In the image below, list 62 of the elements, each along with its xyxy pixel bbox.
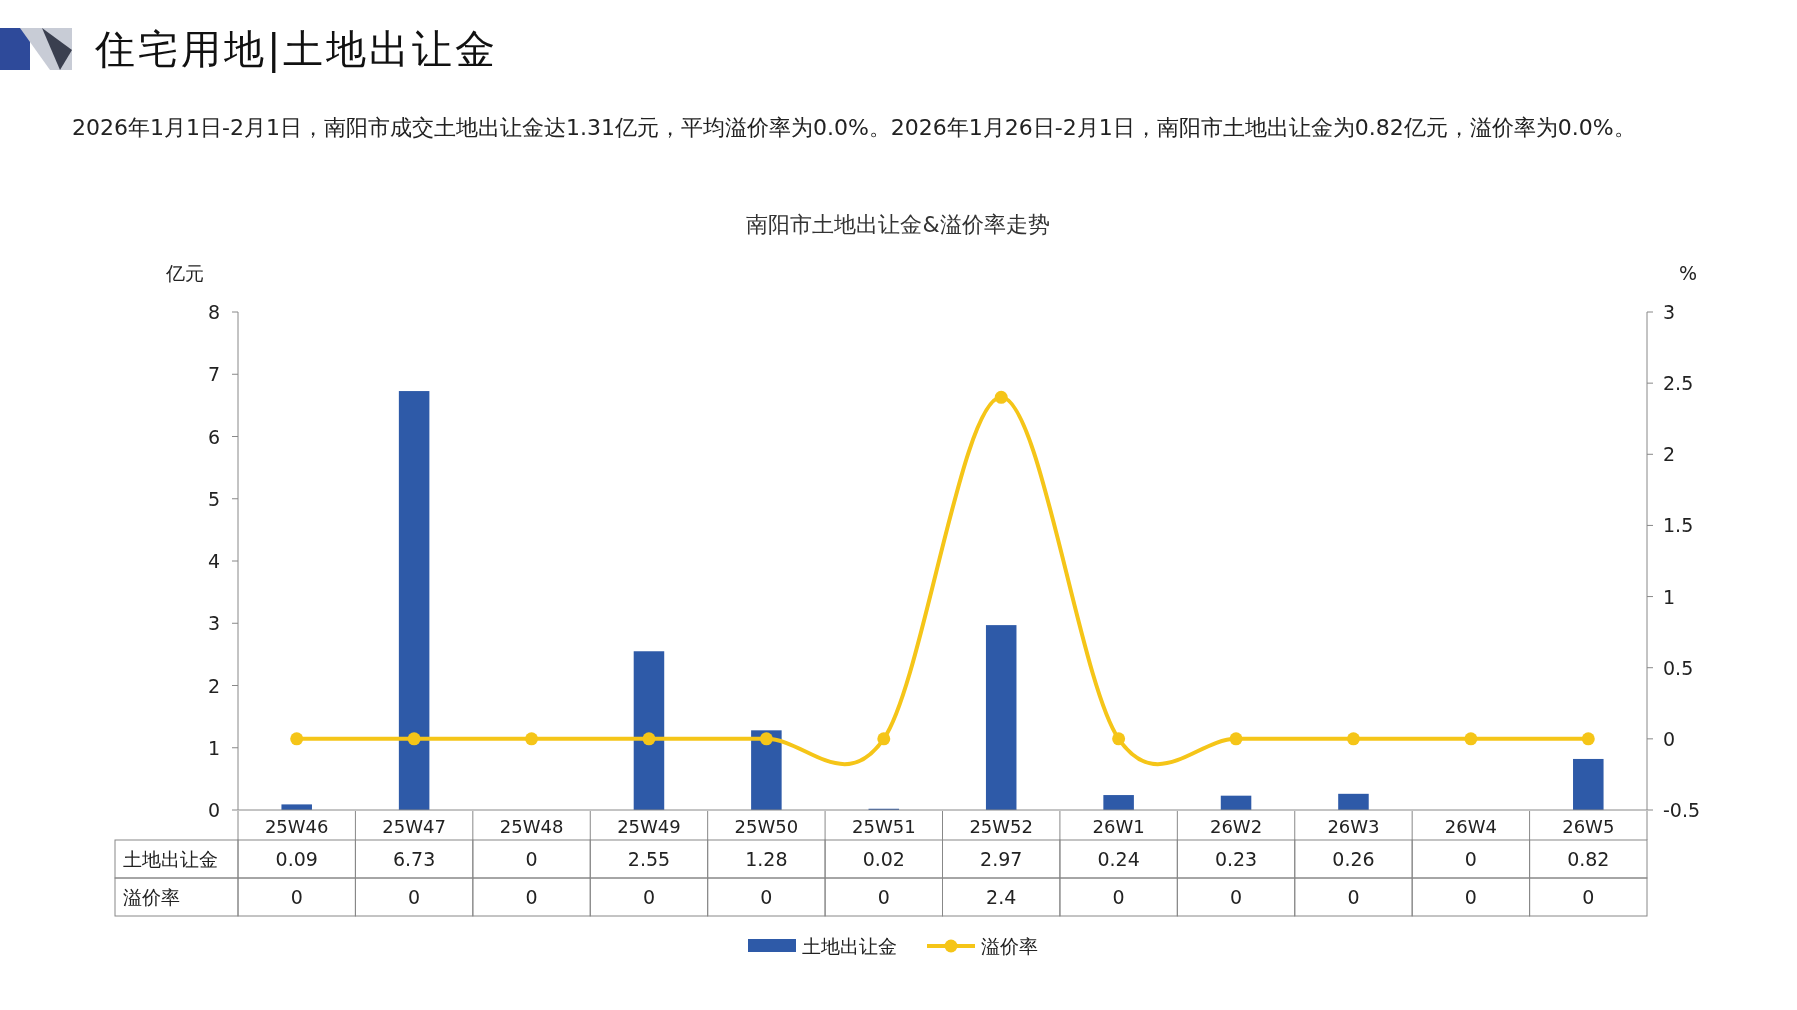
y2-tick-label: 2.5: [1663, 372, 1694, 395]
x-tick-label: 25W47: [382, 816, 446, 837]
data-label: 0: [1347, 886, 1360, 908]
data-label: 0: [760, 886, 773, 908]
chart-title: 住宅用地|土地出让金: [95, 25, 499, 75]
y-tick-label: 3: [207, 612, 220, 635]
data-label: 2.97: [980, 848, 1023, 870]
x-tick-label: 26W3: [1327, 816, 1380, 837]
legend-label: 土地出让金: [802, 935, 897, 957]
y2-tick-label: 1: [1663, 585, 1676, 608]
y2-axis-title: %: [1678, 262, 1698, 284]
data-label: 0: [408, 886, 421, 908]
y2-tick-label: 2: [1663, 443, 1676, 466]
y-tick-label: 6: [207, 425, 220, 448]
data-label: 0: [877, 886, 890, 908]
y-tick-label: 2: [207, 674, 220, 697]
y2-tick-label: 1.5: [1663, 514, 1694, 537]
y-tick-label: 0: [207, 799, 220, 821]
x-tick-label: 26W2: [1209, 816, 1263, 837]
data-label: 0: [525, 848, 538, 870]
y2-tick-label: -0.5: [1663, 799, 1701, 821]
text: 土地出让金: [123, 848, 218, 870]
y2-tick-label: 0.5: [1663, 656, 1694, 679]
data-label: 0.23: [1214, 848, 1258, 870]
x-tick-label: 26W5: [1562, 816, 1615, 837]
x-tick-label: 26W1: [1092, 816, 1145, 837]
text: 溢价率: [123, 886, 180, 908]
data-label: 2.55: [627, 848, 671, 870]
y-axis-title: 亿元: [165, 262, 204, 284]
text: 南阳市土地出让金&溢价率走势: [746, 212, 1050, 237]
data-label: 0: [290, 886, 303, 908]
y-tick-label: 8: [207, 301, 220, 323]
x-tick-label: 25W48: [499, 816, 564, 837]
y-tick-label: 5: [207, 487, 220, 510]
data-label: 0: [525, 886, 538, 908]
data-label: 0.09: [275, 848, 318, 870]
data-label: 0: [1582, 886, 1595, 908]
x-tick-label: 25W49: [617, 816, 681, 837]
y-tick-label: 1: [207, 736, 220, 759]
x-tick-label: 25W51: [851, 816, 916, 837]
data-label: 0.26: [1332, 848, 1375, 870]
x-tick-label: 25W46: [264, 816, 329, 837]
x-tick-label: 25W50: [734, 816, 799, 837]
y-tick-label: 7: [207, 363, 220, 386]
y-tick-label: 4: [207, 550, 220, 572]
x-tick-label: 26W4: [1444, 816, 1497, 837]
data-label: 0.82: [1567, 848, 1610, 870]
y2-tick-label: 0: [1663, 727, 1676, 750]
data-label: 0: [1112, 886, 1125, 908]
data-label: 1.28: [745, 848, 788, 870]
data-label: 0.02: [862, 848, 905, 870]
data-label: 0.24: [1097, 848, 1140, 870]
x-tick-label: 25W52: [969, 816, 1034, 837]
data-label: 2.4: [986, 886, 1017, 908]
legend-label: 溢价率: [981, 935, 1038, 957]
data-label: 0: [1464, 848, 1477, 870]
chart-subtitle: 2026年1月1日-2月1日，南阳市成交土地出让金达1.31亿元，平均溢价率为0.0%。2026年1月26日-2月1日，南阳市土地出让金为0.82亿元，溢价率为0.0%。: [72, 114, 1637, 142]
data-label: 0: [1229, 886, 1243, 908]
data-label: 0: [1464, 886, 1477, 908]
y2-tick-label: 3: [1663, 301, 1676, 323]
data-label: 6.73: [392, 848, 436, 870]
data-label: 0: [642, 886, 656, 908]
